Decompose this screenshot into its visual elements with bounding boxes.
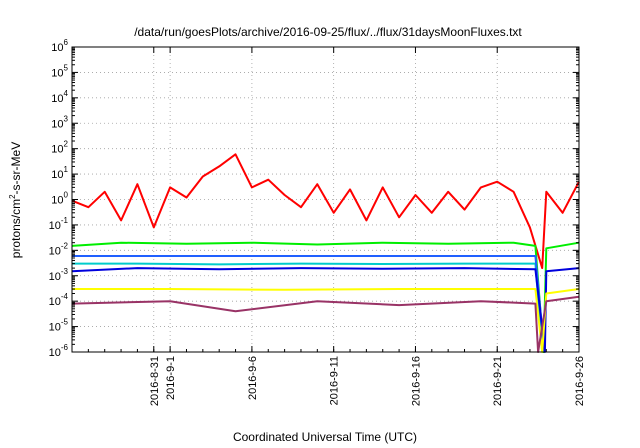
y-tick-exponent: 2 — [64, 140, 69, 149]
x-tick-labels: 2016-8-31 2016-9-1 2016-9-6 2016-9-11 2016-9… — [149, 356, 586, 406]
series-layer — [71, 153, 580, 353]
series-line-1 — [71, 241, 580, 353]
y-tick-base: 10 — [51, 67, 63, 79]
series-line-3 — [72, 255, 546, 353]
x-tick-label-4: 2016-9-16 — [410, 356, 422, 406]
y-tick-exponent: -5 — [61, 318, 69, 327]
y-tick-label-6: 100 — [51, 191, 68, 207]
series-line-6 — [71, 295, 580, 353]
chart-title: /data/run/goesPlots/archive/2016-09-25/f… — [134, 25, 522, 39]
y-tick-label-12: 106 — [51, 38, 68, 54]
x-tick-label-2: 2016-9-6 — [247, 356, 259, 400]
y-tick-label-9: 103 — [51, 114, 68, 130]
y-tick-base: 10 — [49, 322, 61, 334]
y-tick-base: 10 — [49, 220, 61, 232]
y-tick-base: 10 — [49, 296, 61, 308]
y-tick-exponent: 4 — [64, 89, 69, 98]
y-tick-label-2: 10-4 — [49, 292, 69, 308]
y-tick-exponent: -4 — [61, 292, 69, 301]
y-tick-base: 10 — [51, 144, 63, 156]
y-axis-label-superscript: 2 — [8, 194, 17, 199]
y-tick-base: 10 — [51, 195, 63, 207]
y-tick-label-11: 105 — [51, 63, 68, 79]
y-tick-labels: 10-610-510-410-310-210-11001011021031041… — [49, 38, 69, 359]
x-tick-label-0: 2016-8-31 — [149, 356, 161, 406]
y-tick-exponent: -6 — [61, 343, 69, 352]
x-tick-label-5: 2016-9-21 — [492, 356, 504, 406]
y-tick-label-0: 10-6 — [49, 343, 69, 359]
y-tick-base: 10 — [51, 42, 63, 54]
y-axis-label-suffix: -s-sr-MeV — [9, 142, 23, 195]
x-tick-label-1: 2016-9-1 — [165, 356, 177, 400]
y-tick-base: 10 — [49, 347, 61, 359]
y-tick-label-5: 10-1 — [49, 216, 69, 232]
y-tick-base: 10 — [51, 169, 63, 181]
series-line-4 — [71, 267, 580, 353]
y-tick-exponent: 6 — [64, 38, 69, 47]
y-tick-exponent: 3 — [64, 114, 69, 123]
series-line-5 — [72, 288, 580, 353]
y-tick-label-3: 10-3 — [49, 267, 69, 283]
tick-marks — [71, 46, 580, 353]
series-line-0 — [71, 153, 580, 270]
y-tick-label-8: 102 — [51, 140, 68, 156]
series-line-2 — [72, 262, 544, 353]
y-tick-label-1: 10-5 — [49, 318, 69, 334]
y-axis-label: protons/cm2-s-sr-MeV — [8, 142, 23, 258]
y-tick-label-4: 10-2 — [49, 241, 69, 257]
y-tick-exponent: 1 — [64, 165, 69, 174]
y-tick-exponent: -3 — [61, 267, 69, 276]
x-axis-label: Coordinated Universal Time (UTC) — [233, 430, 417, 444]
y-tick-label-7: 101 — [51, 165, 68, 181]
y-tick-base: 10 — [51, 118, 63, 130]
y-tick-base: 10 — [51, 93, 63, 105]
y-axis-label-prefix: protons/cm — [9, 199, 23, 258]
y-tick-exponent: -1 — [61, 216, 69, 225]
y-tick-exponent: 0 — [64, 191, 69, 200]
y-tick-exponent: 5 — [64, 63, 69, 72]
y-tick-label-10: 104 — [51, 89, 68, 105]
x-tick-label-6: 2016-9-26 — [574, 356, 586, 406]
y-tick-base: 10 — [49, 245, 61, 257]
y-tick-base: 10 — [49, 271, 61, 283]
y-tick-exponent: -2 — [61, 241, 69, 250]
x-tick-label-3: 2016-9-11 — [329, 356, 341, 405]
